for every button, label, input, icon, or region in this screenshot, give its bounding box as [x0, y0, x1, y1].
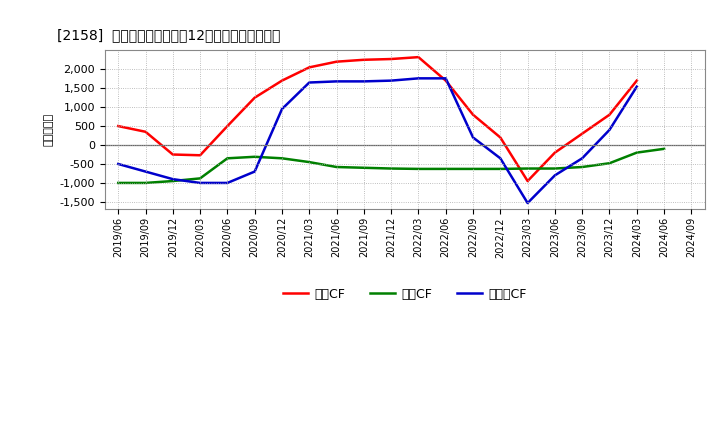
フリーCF — [141, 169, 150, 174]
フリーCF — [523, 200, 532, 205]
投資CF — [332, 165, 341, 170]
営業CF — [414, 55, 423, 60]
営業CF — [551, 150, 559, 155]
営業CF — [359, 57, 368, 62]
フリーCF — [605, 127, 613, 132]
投資CF — [523, 166, 532, 171]
投資CF — [387, 166, 395, 171]
Y-axis label: （百万円）: （百万円） — [44, 114, 54, 147]
フリーCF — [278, 106, 287, 112]
営業CF — [332, 59, 341, 64]
投資CF — [496, 166, 505, 172]
フリーCF — [632, 84, 641, 89]
投資CF — [359, 165, 368, 170]
営業CF — [141, 129, 150, 134]
フリーCF — [578, 156, 587, 161]
営業CF — [578, 131, 587, 136]
営業CF — [168, 152, 177, 157]
営業CF — [196, 153, 204, 158]
Line: 投資CF: 投資CF — [118, 149, 664, 183]
投資CF — [305, 159, 314, 165]
Legend: 営業CF, 投資CF, フリーCF: 営業CF, 投資CF, フリーCF — [278, 282, 532, 305]
投資CF — [223, 156, 232, 161]
営業CF — [496, 135, 505, 140]
営業CF — [441, 78, 450, 83]
Line: 営業CF: 営業CF — [118, 57, 636, 181]
Text: [2158]  キャッシュフローの12か月移動合計の推移: [2158] キャッシュフローの12か月移動合計の推移 — [57, 28, 280, 42]
フリーCF — [469, 135, 477, 140]
営業CF — [278, 78, 287, 83]
フリーCF — [223, 180, 232, 186]
営業CF — [251, 95, 259, 100]
フリーCF — [332, 79, 341, 84]
投資CF — [660, 146, 668, 151]
フリーCF — [414, 76, 423, 81]
営業CF — [469, 112, 477, 117]
フリーCF — [496, 156, 505, 161]
投資CF — [114, 180, 122, 186]
フリーCF — [551, 173, 559, 178]
フリーCF — [305, 80, 314, 85]
フリーCF — [359, 79, 368, 84]
営業CF — [605, 112, 613, 117]
投資CF — [605, 161, 613, 166]
投資CF — [251, 154, 259, 159]
Line: フリーCF: フリーCF — [118, 78, 636, 203]
営業CF — [387, 56, 395, 62]
営業CF — [114, 124, 122, 129]
投資CF — [196, 176, 204, 181]
営業CF — [223, 124, 232, 129]
フリーCF — [441, 76, 450, 81]
投資CF — [469, 166, 477, 172]
投資CF — [441, 166, 450, 172]
投資CF — [414, 166, 423, 172]
投資CF — [168, 178, 177, 183]
フリーCF — [114, 161, 122, 167]
営業CF — [632, 78, 641, 83]
投資CF — [278, 156, 287, 161]
営業CF — [523, 178, 532, 183]
フリーCF — [168, 176, 177, 182]
フリーCF — [387, 78, 395, 83]
フリーCF — [251, 169, 259, 174]
投資CF — [141, 180, 150, 186]
営業CF — [305, 65, 314, 70]
フリーCF — [196, 180, 204, 186]
投資CF — [632, 150, 641, 155]
投資CF — [578, 165, 587, 170]
投資CF — [551, 166, 559, 171]
